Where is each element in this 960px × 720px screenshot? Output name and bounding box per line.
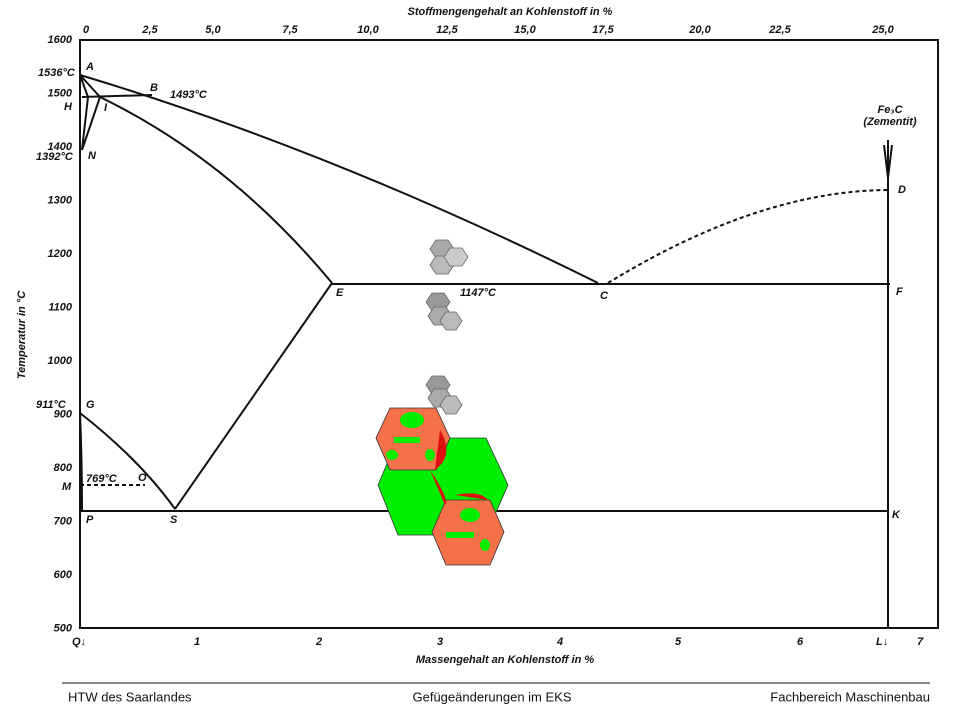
temperature-label: 911°C: [36, 399, 67, 411]
left-tick-label: 1500: [48, 87, 73, 99]
left-tick-label: 1400: [48, 141, 73, 153]
temperature-label: 769°C: [86, 473, 118, 485]
point-label: K: [892, 509, 901, 521]
top-axis-title: Stoffmengengehalt an Kohlenstoff in %: [408, 6, 613, 18]
phase-lines: [79, 74, 893, 628]
temperature-label: 1493°C: [170, 89, 208, 101]
bottom-tick-label: 2: [315, 636, 322, 648]
bottom-axis-title: Massengehalt an Kohlenstoff in %: [416, 654, 594, 666]
top-tick-label: 20,0: [688, 24, 711, 36]
top-tick-label: 10,0: [357, 24, 379, 36]
temperature-label: 1536°C: [38, 67, 76, 79]
point-label: N: [88, 150, 97, 162]
left-tick-label: 1000: [48, 355, 73, 367]
point-label: A: [85, 61, 94, 73]
point-label: F: [896, 286, 903, 298]
bottom-tick-label: 5: [675, 636, 682, 648]
top-tick-label: 0: [83, 24, 90, 36]
point-label: G: [86, 399, 95, 411]
frame: [79, 39, 939, 629]
temperature-label: 1392°C: [36, 151, 74, 163]
point-label: I: [104, 102, 108, 114]
bottom-tick-label: 3: [437, 636, 443, 648]
point-label: D: [898, 184, 906, 196]
point-label: B: [150, 82, 158, 94]
bottom-tick-label: 7: [917, 636, 924, 648]
left-tick-label: 800: [54, 462, 73, 474]
point-label: P: [86, 514, 94, 526]
top-tick-label: 25,0: [871, 24, 894, 36]
left-axis-title: Temperatur in °C: [16, 290, 28, 379]
top-tick-label: 12,5: [436, 24, 458, 36]
left-tick-label: 1200: [48, 248, 73, 260]
left-tick-label: 1300: [48, 194, 73, 206]
top-tick-label: 17,5: [592, 24, 614, 36]
point-label: Q↓: [72, 636, 86, 648]
point-label: E: [336, 287, 344, 299]
top-tick-label: 5,0: [205, 24, 221, 36]
top-tick-label: 22,5: [768, 24, 791, 36]
top-tick-label: 7,5: [282, 24, 298, 36]
left-tick-label: 1100: [48, 301, 73, 313]
point-label: S: [170, 514, 178, 526]
left-tick-label: 500: [54, 622, 73, 634]
top-tick-label: 15,0: [514, 24, 536, 36]
point-label: O: [138, 472, 147, 484]
footer-center: Gefügeänderungen im EKS: [413, 689, 572, 704]
footer-right: Fachbereich Maschinenbau: [770, 689, 930, 704]
point-label: C: [600, 290, 609, 302]
phase-label: Fe₃C (Zementit): [863, 104, 917, 128]
point-label: H: [64, 101, 73, 113]
point-label: L↓: [876, 636, 888, 648]
left-tick-label: 900: [54, 408, 73, 420]
point-label: M: [62, 481, 72, 493]
bottom-tick-label: 1: [194, 636, 200, 648]
left-tick-label: 1600: [48, 34, 73, 46]
footer-left: HTW des Saarlandes: [68, 689, 192, 704]
bottom-tick-label: 4: [556, 636, 563, 648]
bottom-tick-label: 6: [797, 636, 804, 648]
grain-icons: [375, 239, 509, 566]
left-tick-label: 600: [54, 569, 73, 581]
temperature-label: 1147°C: [460, 287, 497, 299]
top-tick-label: 2,5: [141, 24, 158, 36]
left-tick-label: 700: [54, 515, 73, 527]
